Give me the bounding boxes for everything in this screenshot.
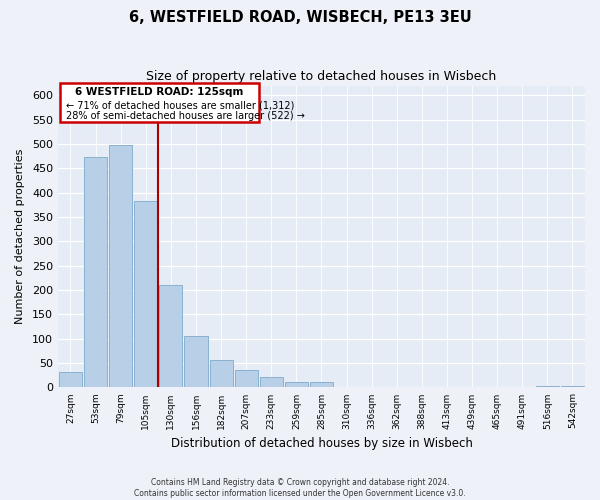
- Bar: [59, 372, 82, 388]
- Y-axis label: Number of detached properties: Number of detached properties: [15, 149, 25, 324]
- Bar: [134, 202, 157, 388]
- FancyBboxPatch shape: [61, 83, 259, 122]
- Text: ← 71% of detached houses are smaller (1,312): ← 71% of detached houses are smaller (1,…: [66, 100, 294, 110]
- Bar: [235, 370, 258, 388]
- Bar: [310, 382, 333, 388]
- Text: 28% of semi-detached houses are larger (522) →: 28% of semi-detached houses are larger (…: [66, 111, 305, 121]
- Bar: [209, 360, 233, 388]
- Bar: [84, 156, 107, 388]
- Text: 6 WESTFIELD ROAD: 125sqm: 6 WESTFIELD ROAD: 125sqm: [76, 86, 244, 97]
- Bar: [160, 285, 182, 388]
- Bar: [561, 386, 584, 388]
- Bar: [536, 386, 559, 388]
- Text: Contains HM Land Registry data © Crown copyright and database right 2024.
Contai: Contains HM Land Registry data © Crown c…: [134, 478, 466, 498]
- Bar: [109, 146, 132, 388]
- Bar: [260, 377, 283, 388]
- Title: Size of property relative to detached houses in Wisbech: Size of property relative to detached ho…: [146, 70, 497, 83]
- Text: 6, WESTFIELD ROAD, WISBECH, PE13 3EU: 6, WESTFIELD ROAD, WISBECH, PE13 3EU: [128, 10, 472, 25]
- Bar: [285, 382, 308, 388]
- X-axis label: Distribution of detached houses by size in Wisbech: Distribution of detached houses by size …: [170, 437, 472, 450]
- Bar: [184, 336, 208, 388]
